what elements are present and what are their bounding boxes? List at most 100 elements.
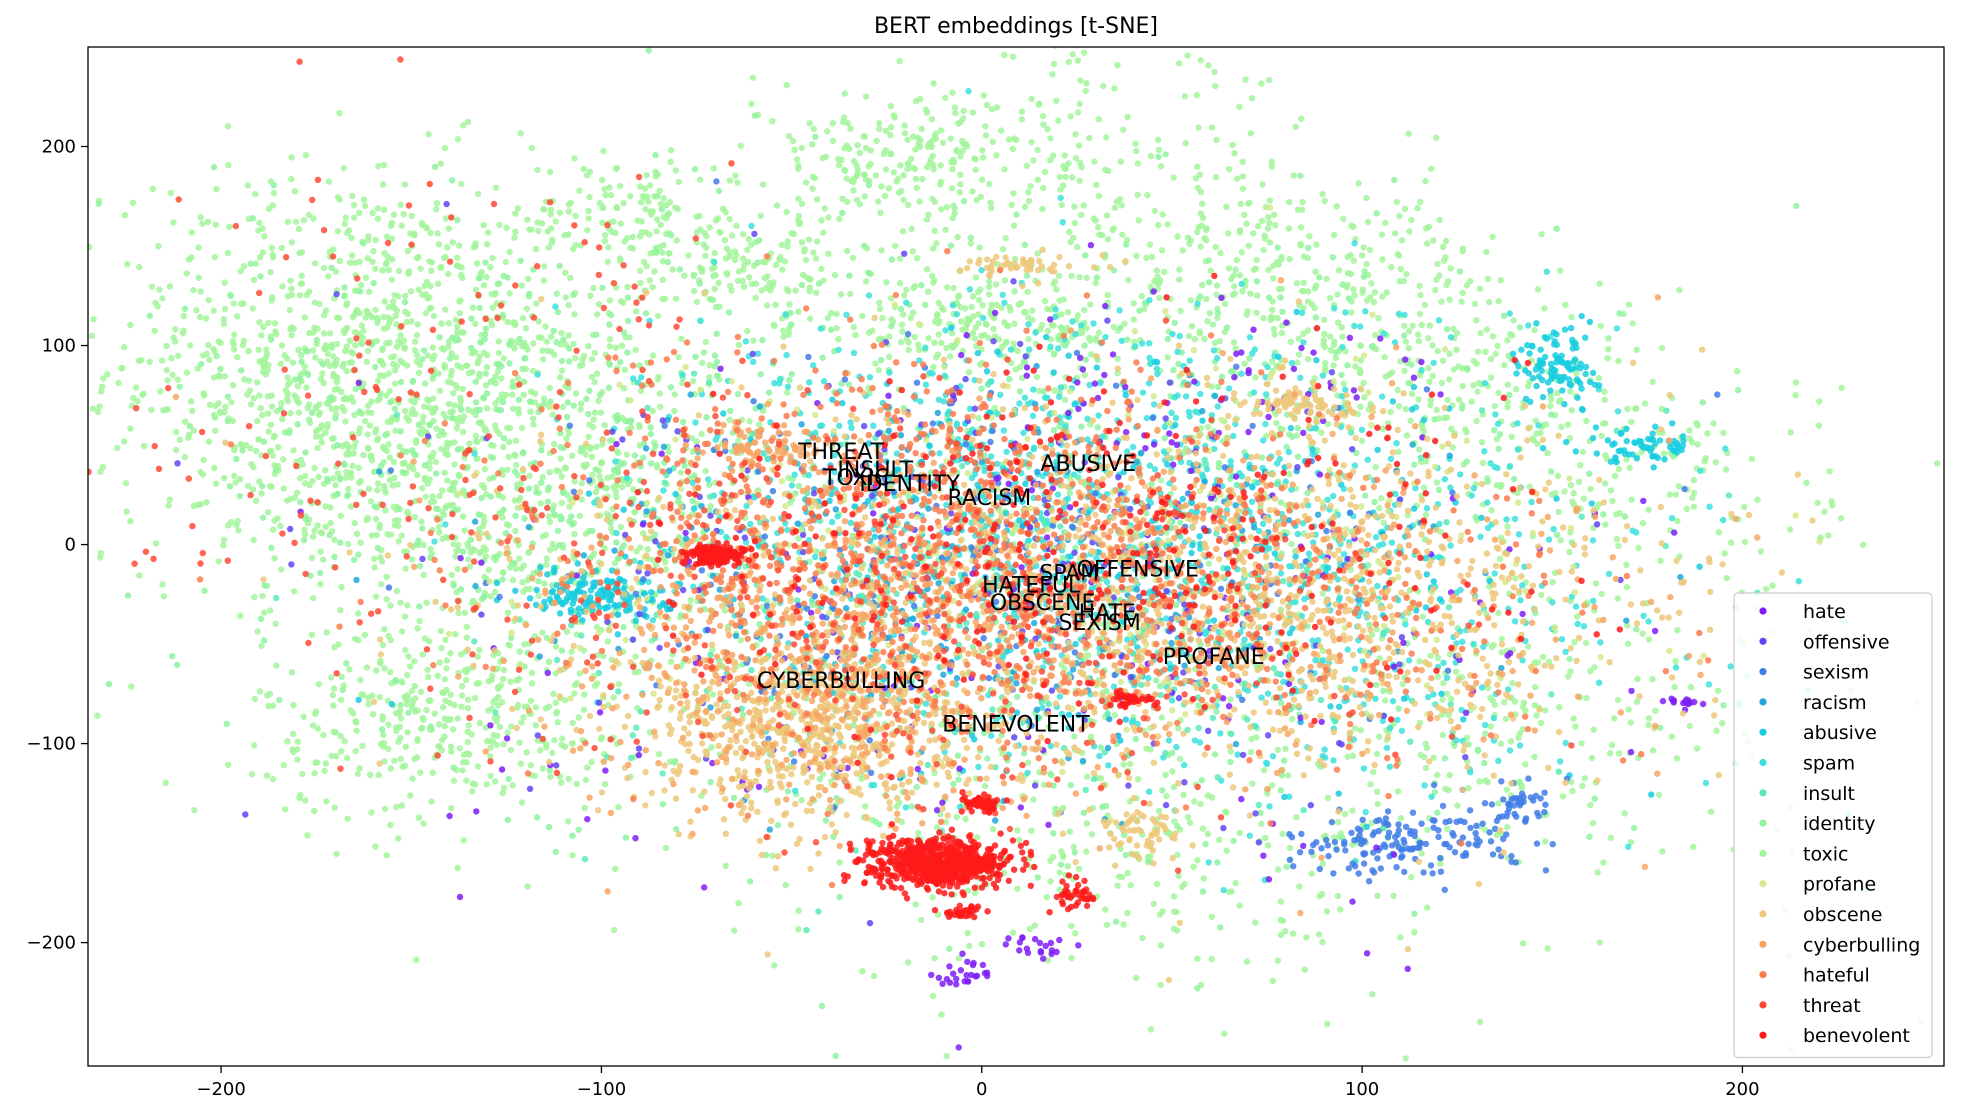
data-point xyxy=(71,407,77,413)
data-point xyxy=(627,193,634,200)
data-point xyxy=(336,196,343,203)
data-point xyxy=(496,221,503,229)
data-point xyxy=(443,657,451,664)
data-point xyxy=(993,301,1000,309)
data-point xyxy=(290,447,297,454)
data-point xyxy=(459,767,466,774)
data-point xyxy=(1690,503,1698,510)
data-point xyxy=(931,339,938,346)
data-point xyxy=(169,371,176,379)
data-point xyxy=(1064,309,1072,316)
data-point xyxy=(1396,278,1404,285)
data-point xyxy=(1223,847,1230,854)
data-point xyxy=(225,522,232,529)
data-point xyxy=(211,253,218,261)
data-point xyxy=(757,371,764,378)
data-point xyxy=(463,362,470,369)
data-point xyxy=(551,511,558,518)
data-point xyxy=(1601,480,1609,487)
data-point xyxy=(740,283,748,290)
data-point xyxy=(483,363,491,371)
data-point xyxy=(268,403,276,410)
data-point xyxy=(212,480,220,487)
data-point xyxy=(1313,282,1320,289)
data-point xyxy=(1635,544,1642,552)
data-point xyxy=(1429,342,1436,349)
data-point xyxy=(349,192,356,199)
data-point xyxy=(711,363,719,370)
data-point xyxy=(355,610,362,617)
data-point xyxy=(51,262,57,268)
data-point xyxy=(1425,335,1432,342)
data-point xyxy=(1448,695,1455,702)
data-point xyxy=(854,142,861,149)
data-point xyxy=(540,277,547,284)
data-point xyxy=(1303,934,1310,941)
data-point xyxy=(564,399,572,406)
data-point xyxy=(532,704,540,711)
data-point xyxy=(1197,57,1204,64)
data-point xyxy=(1462,426,1469,433)
data-point xyxy=(929,152,936,160)
data-point xyxy=(409,775,416,782)
data-point xyxy=(544,498,552,505)
data-point xyxy=(405,270,412,277)
data-point xyxy=(1236,272,1244,279)
data-point xyxy=(647,424,654,431)
data-point xyxy=(506,642,513,649)
data-point xyxy=(1676,286,1683,294)
data-point xyxy=(1157,981,1164,989)
data-point xyxy=(1597,322,1605,330)
data-point xyxy=(786,301,793,308)
data-point xyxy=(901,122,908,129)
data-point xyxy=(978,941,986,948)
data-point xyxy=(929,992,937,1000)
data-point xyxy=(210,163,218,171)
data-point xyxy=(381,298,388,305)
data-point xyxy=(572,354,579,362)
data-point xyxy=(1395,448,1402,455)
data-point xyxy=(1279,830,1286,838)
data-point xyxy=(1102,166,1109,173)
data-point xyxy=(986,180,993,188)
data-point xyxy=(63,300,69,306)
data-point xyxy=(708,744,715,751)
data-point xyxy=(375,163,382,170)
data-point xyxy=(1624,405,1631,413)
data-point xyxy=(441,469,448,476)
data-point xyxy=(759,181,767,188)
data-point xyxy=(162,779,169,786)
data-point xyxy=(1071,203,1078,210)
data-point xyxy=(210,345,217,353)
data-point xyxy=(100,375,107,382)
data-point xyxy=(615,803,622,811)
data-point xyxy=(728,287,735,294)
data-point xyxy=(935,351,942,358)
data-point xyxy=(1524,383,1532,390)
data-point xyxy=(347,474,355,481)
data-point xyxy=(1416,446,1423,453)
data-point xyxy=(1497,277,1504,284)
data-point xyxy=(841,166,848,174)
data-point xyxy=(429,409,436,416)
data-point xyxy=(379,346,386,354)
data-point xyxy=(476,549,483,557)
data-point xyxy=(157,388,164,395)
data-point xyxy=(415,814,423,821)
data-point xyxy=(460,837,467,844)
data-point xyxy=(542,705,550,712)
data-point xyxy=(1639,630,1646,637)
data-point xyxy=(563,435,570,442)
data-point xyxy=(452,553,459,560)
data-point xyxy=(1356,366,1364,373)
data-point xyxy=(244,391,251,398)
data-point xyxy=(1034,176,1042,183)
data-point xyxy=(1050,322,1057,329)
data-point xyxy=(482,325,490,332)
data-point xyxy=(476,304,483,312)
data-point xyxy=(539,347,546,354)
data-point xyxy=(1600,859,1607,866)
data-point xyxy=(617,523,625,531)
data-point xyxy=(1030,796,1037,803)
data-point xyxy=(477,420,485,427)
